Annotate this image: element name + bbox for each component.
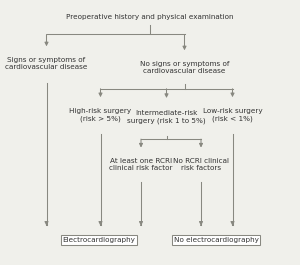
Text: No electrocardiography: No electrocardiography	[174, 237, 258, 243]
Text: Electrocardiography: Electrocardiography	[63, 237, 135, 243]
Text: Signs or symptoms of
cardiovascular disease: Signs or symptoms of cardiovascular dise…	[5, 57, 88, 70]
Text: Intermediate-risk
surgery (risk 1 to 5%): Intermediate-risk surgery (risk 1 to 5%)	[127, 110, 206, 124]
Text: Low-risk surgery
(risk < 1%): Low-risk surgery (risk < 1%)	[203, 108, 262, 122]
Text: No RCRI clinical
risk factors: No RCRI clinical risk factors	[173, 158, 229, 171]
Text: No signs or symptoms of
cardiovascular disease: No signs or symptoms of cardiovascular d…	[140, 61, 229, 74]
Text: Preoperative history and physical examination: Preoperative history and physical examin…	[66, 14, 234, 20]
Text: High-risk surgery
(risk > 5%): High-risk surgery (risk > 5%)	[69, 108, 132, 122]
Text: At least one RCRI
clinical risk factor: At least one RCRI clinical risk factor	[109, 158, 173, 171]
